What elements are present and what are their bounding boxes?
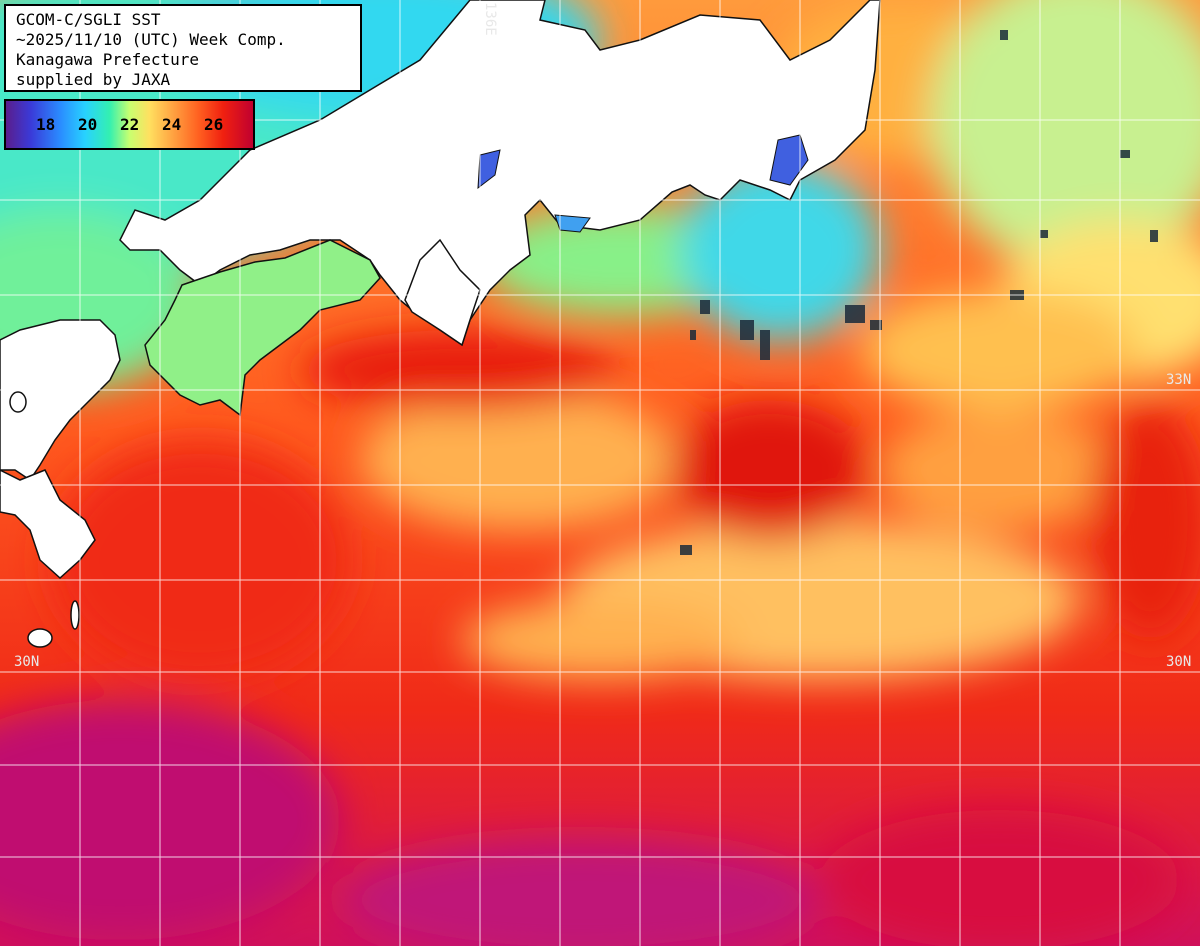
colorbar-tick-26: 26 — [204, 115, 224, 134]
colorbar-tick-22: 22 — [120, 115, 140, 134]
colorbar-tick-24: 24 — [162, 115, 182, 134]
lat-label-33n: 33N — [1166, 372, 1192, 388]
title-line-4: supplied by JAXA — [16, 70, 171, 89]
lon-label-136e: 136E — [482, 2, 498, 36]
inland-water — [477, 134, 809, 233]
title-line-1: GCOM-C/SGLI SST — [16, 10, 161, 29]
lat-label-30n-right: 30N — [1166, 654, 1192, 670]
lat-label-30n-left: 30N — [14, 654, 40, 670]
colorbar-tick-18: 18 — [36, 115, 56, 134]
title-line-3: Kanagawa Prefecture — [16, 50, 200, 69]
land-masses — [0, 0, 881, 648]
temperature-colorbar: 18 20 22 24 26 — [4, 99, 255, 150]
colorbar-tick-20: 20 — [78, 115, 98, 134]
title-line-2: ~2025/11/10 (UTC) Week Comp. — [16, 30, 286, 49]
title-box: GCOM-C/SGLI SST ~2025/11/10 (UTC) Week C… — [4, 4, 362, 92]
